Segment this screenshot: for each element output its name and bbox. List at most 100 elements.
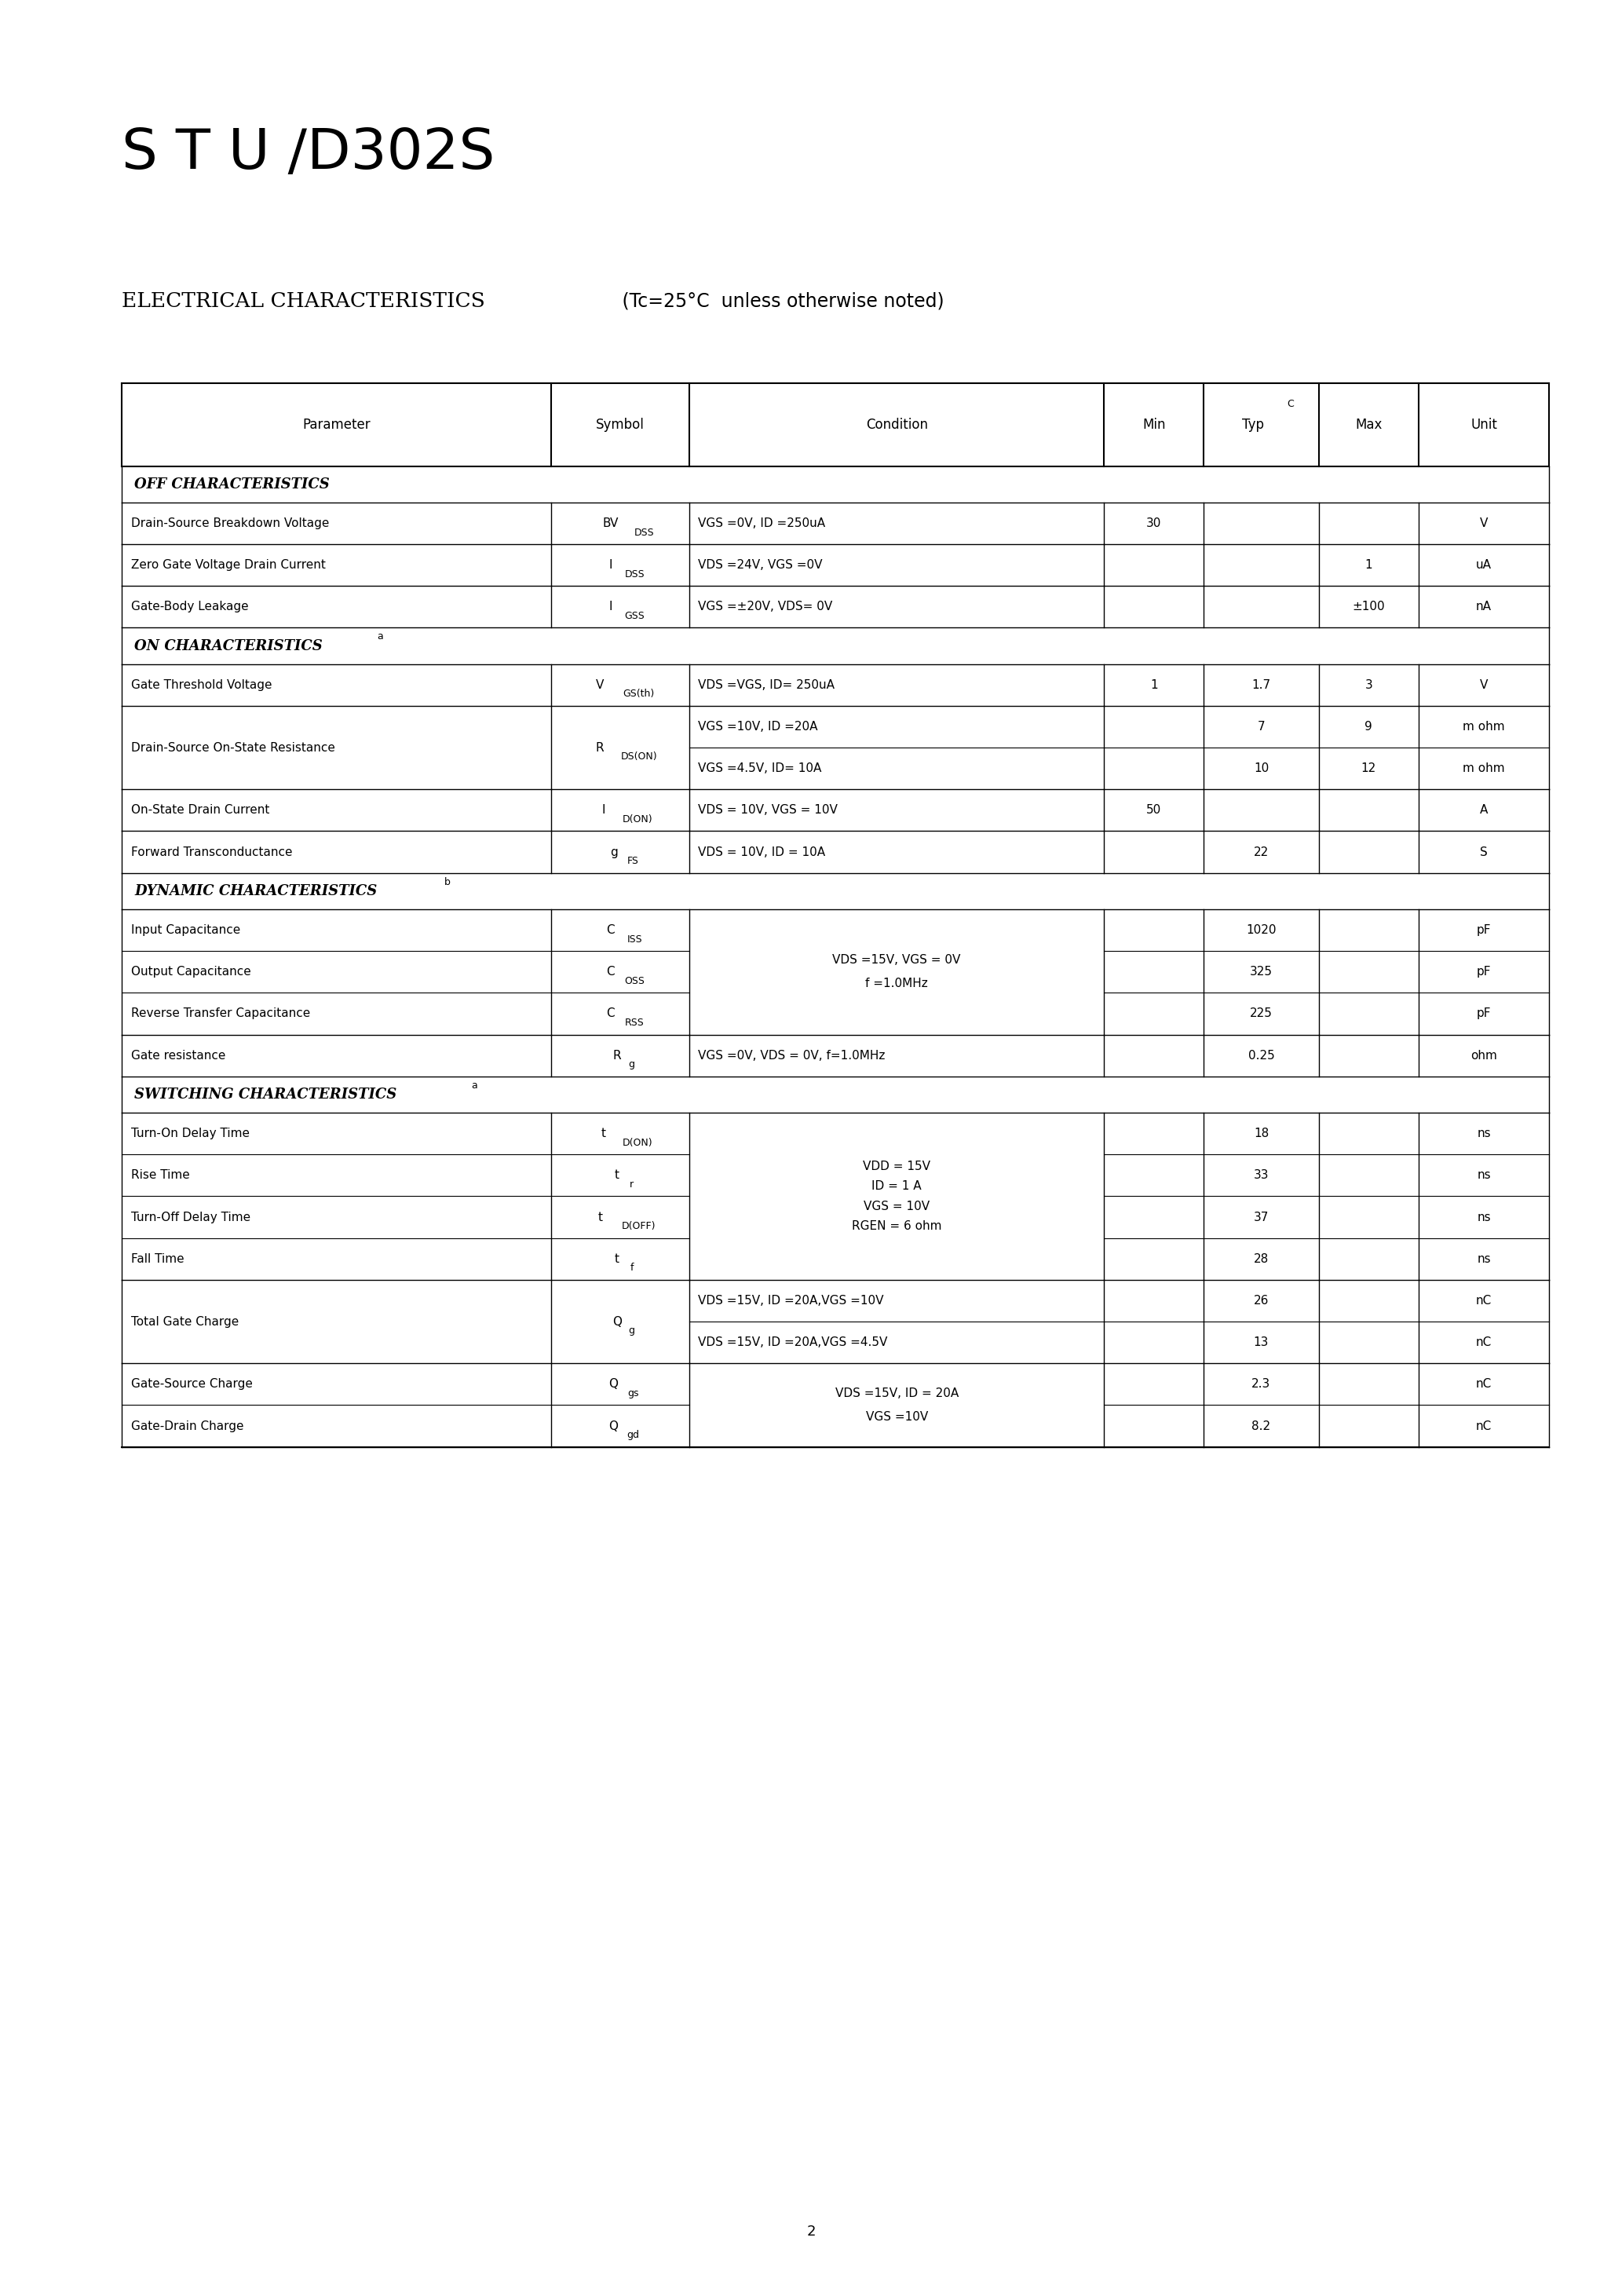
Text: Total Gate Charge: Total Gate Charge [131,1316,238,1327]
Text: nC: nC [1476,1378,1492,1389]
Text: 1: 1 [1150,680,1158,691]
Text: Gate resistance: Gate resistance [131,1049,225,1061]
Text: nC: nC [1476,1421,1492,1433]
Text: R: R [595,742,603,753]
Text: 9: 9 [1364,721,1372,732]
Text: 0.25: 0.25 [1247,1049,1275,1061]
Text: 28: 28 [1254,1254,1268,1265]
Text: Turn-On Delay Time: Turn-On Delay Time [131,1127,250,1139]
Text: VDS = 10V, VGS = 10V: VDS = 10V, VGS = 10V [697,804,837,815]
Text: GS(th): GS(th) [623,689,655,700]
Text: Drain-Source Breakdown Voltage: Drain-Source Breakdown Voltage [131,517,329,528]
Text: Gate-Source Charge: Gate-Source Charge [131,1378,253,1389]
Text: Reverse Transfer Capacitance: Reverse Transfer Capacitance [131,1008,310,1019]
Text: Gate Threshold Voltage: Gate Threshold Voltage [131,680,272,691]
Text: C: C [607,925,615,937]
Text: VGS =0V, ID =250uA: VGS =0V, ID =250uA [697,517,826,528]
Text: Drain-Source On-State Resistance: Drain-Source On-State Resistance [131,742,336,753]
Text: RSS: RSS [624,1017,644,1029]
Text: VGS = 10V: VGS = 10V [863,1201,929,1212]
Text: Symbol: Symbol [597,418,646,432]
Text: GSS: GSS [624,611,644,622]
Text: A: A [1479,804,1487,815]
Text: a: a [472,1079,477,1091]
Text: 33: 33 [1254,1169,1268,1180]
Text: 1020: 1020 [1246,925,1277,937]
Text: DYNAMIC CHARACTERISTICS: DYNAMIC CHARACTERISTICS [135,884,378,898]
Text: ns: ns [1478,1212,1491,1224]
Text: g: g [628,1058,634,1070]
Text: 26: 26 [1254,1295,1268,1306]
Text: Output Capacitance: Output Capacitance [131,967,251,978]
Text: ohm: ohm [1471,1049,1497,1061]
Text: (Tc=25°C  unless otherwise noted): (Tc=25°C unless otherwise noted) [616,292,944,310]
Text: ns: ns [1478,1127,1491,1139]
Text: Input Capacitance: Input Capacitance [131,925,240,937]
Text: I: I [608,560,611,572]
Text: Zero Gate Voltage Drain Current: Zero Gate Voltage Drain Current [131,560,326,572]
Text: pF: pF [1476,967,1491,978]
Text: g: g [610,847,618,859]
Text: DSS: DSS [624,569,644,579]
Text: pF: pF [1476,1008,1491,1019]
Text: S: S [1479,847,1487,859]
Text: pF: pF [1476,925,1491,937]
Text: C: C [607,1008,615,1019]
Text: Condition: Condition [866,418,928,432]
Text: VGS =10V: VGS =10V [866,1412,928,1424]
Text: Typ: Typ [1242,418,1264,432]
Text: t: t [615,1169,620,1180]
Text: VDS =24V, VGS =0V: VDS =24V, VGS =0V [697,560,822,572]
Text: 1: 1 [1364,560,1372,572]
Text: V: V [1479,680,1487,691]
Text: D(ON): D(ON) [623,815,652,824]
Text: Min: Min [1142,418,1165,432]
Text: 325: 325 [1251,967,1273,978]
Text: 18: 18 [1254,1127,1268,1139]
Text: Max: Max [1354,418,1382,432]
Text: Fall Time: Fall Time [131,1254,185,1265]
Text: nA: nA [1476,602,1492,613]
Text: 10: 10 [1254,762,1268,774]
Text: RGEN = 6 ohm: RGEN = 6 ohm [852,1221,942,1233]
Text: ns: ns [1478,1169,1491,1180]
Text: Unit: Unit [1471,418,1497,432]
Text: gs: gs [628,1389,639,1398]
Text: Gate-Drain Charge: Gate-Drain Charge [131,1421,243,1433]
Text: On-State Drain Current: On-State Drain Current [131,804,269,815]
Text: b: b [444,877,451,886]
Text: VDS =15V, VGS = 0V: VDS =15V, VGS = 0V [832,955,960,967]
Text: t: t [597,1212,602,1224]
Text: V: V [595,680,603,691]
Text: I: I [602,804,605,815]
Text: Forward Transconductance: Forward Transconductance [131,847,292,859]
Text: ON CHARACTERISTICS: ON CHARACTERISTICS [135,638,323,652]
Text: VDS =15V, ID =20A,VGS =10V: VDS =15V, ID =20A,VGS =10V [697,1295,884,1306]
Text: VDS =15V, ID =20A,VGS =4.5V: VDS =15V, ID =20A,VGS =4.5V [697,1336,887,1348]
Text: 1.7: 1.7 [1252,680,1270,691]
Text: Q: Q [608,1378,618,1389]
Text: VGS =10V, ID =20A: VGS =10V, ID =20A [697,721,817,732]
Text: m ohm: m ohm [1463,762,1505,774]
Text: nC: nC [1476,1336,1492,1348]
Text: SWITCHING CHARACTERISTICS: SWITCHING CHARACTERISTICS [135,1088,397,1102]
Text: OSS: OSS [624,976,644,987]
Text: Q: Q [608,1421,618,1433]
Text: r: r [629,1180,634,1189]
Text: 12: 12 [1361,762,1375,774]
Text: VDS =VGS, ID= 250uA: VDS =VGS, ID= 250uA [697,680,834,691]
Text: m ohm: m ohm [1463,721,1505,732]
Text: 2.3: 2.3 [1252,1378,1270,1389]
Text: ISS: ISS [626,934,642,944]
Text: g: g [628,1325,634,1336]
Text: S T U /D302S: S T U /D302S [122,126,495,181]
Text: 50: 50 [1147,804,1161,815]
Text: Parameter: Parameter [303,418,370,432]
Text: ELECTRICAL CHARACTERISTICS: ELECTRICAL CHARACTERISTICS [122,292,485,312]
Text: 13: 13 [1254,1336,1268,1348]
Text: BV: BV [602,517,618,528]
Text: VDS = 10V, ID = 10A: VDS = 10V, ID = 10A [697,847,826,859]
Text: R: R [613,1049,621,1061]
Text: VDD = 15V: VDD = 15V [863,1159,931,1171]
Text: ns: ns [1478,1254,1491,1265]
